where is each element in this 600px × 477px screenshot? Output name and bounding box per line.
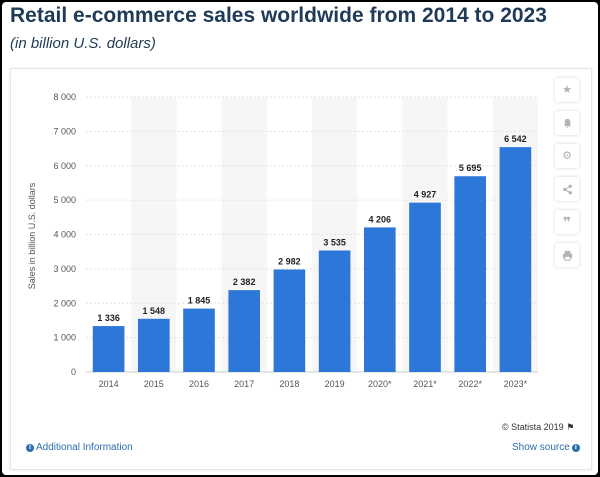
bar-value-label: 4 927 (414, 190, 437, 200)
x-tick-label: 2014 (99, 379, 119, 389)
bar-value-label: 6 542 (504, 134, 527, 144)
info-icon: i (571, 443, 580, 452)
x-tick-label: 2022* (458, 379, 482, 389)
x-tick-label: 2019 (325, 379, 345, 389)
bar-value-label: 4 206 (369, 214, 392, 224)
y-tick-label: 5 000 (53, 195, 76, 205)
bar[interactable] (228, 290, 261, 372)
bar-value-label: 1 548 (143, 306, 166, 316)
bar[interactable] (92, 326, 125, 372)
y-tick-label: 7 000 (53, 126, 76, 136)
x-tick-label: 2021* (413, 379, 437, 389)
statista-credit[interactable]: © Statista 2019 ⚑ (502, 422, 574, 433)
bar[interactable] (273, 269, 306, 372)
bar-value-label: 1 845 (188, 296, 211, 306)
bar[interactable] (363, 227, 396, 372)
info-icon: i (26, 443, 34, 452)
bar[interactable] (183, 308, 215, 372)
flag-icon: ⚑ (566, 422, 575, 432)
x-tick-label: 2015 (144, 379, 164, 389)
chart-toolbar: ★ ⚙ ❞ (555, 78, 581, 276)
bar[interactable] (499, 147, 532, 372)
bar[interactable] (409, 202, 441, 372)
bar[interactable] (454, 176, 487, 372)
x-tick-label: 2023* (504, 379, 528, 389)
y-tick-label: 6 000 (53, 161, 76, 171)
show-source-link[interactable]: Show source i (512, 442, 582, 453)
bars (92, 147, 532, 372)
print-icon[interactable] (555, 243, 579, 267)
star-icon[interactable]: ★ (555, 78, 579, 102)
x-tick-label: 2017 (234, 379, 254, 389)
chart-subtitle: (in billion U.S. dollars) (10, 35, 156, 52)
quote-icon[interactable]: ❞ (555, 210, 579, 234)
y-tick-label: 3 000 (53, 264, 76, 274)
y-tick-label: 0 (71, 367, 76, 377)
bar-value-label: 2 982 (278, 256, 301, 266)
additional-information-text: Additional Information (36, 442, 133, 453)
chart-title: Retail e-commerce sales worldwide from 2… (10, 4, 547, 27)
y-tick-label: 2 000 (53, 298, 76, 308)
bar-value-label: 1 336 (97, 313, 120, 323)
bar-value-label: 2 382 (233, 277, 256, 287)
show-source-text: Show source (512, 442, 570, 453)
x-tick-label: 2020* (368, 379, 392, 389)
y-tick-label: 1 000 (53, 333, 76, 343)
bar-value-label: 5 695 (459, 163, 482, 173)
bar[interactable] (137, 318, 170, 372)
y-tick-label: 8 000 (53, 92, 76, 102)
bell-icon[interactable] (555, 111, 579, 135)
x-tick-label: 2016 (189, 379, 209, 389)
credit-text: © Statista 2019 (502, 422, 564, 432)
y-tick-label: 4 000 (53, 230, 76, 240)
bar-value-label: 3 535 (323, 237, 346, 247)
gear-icon[interactable]: ⚙ (555, 144, 579, 168)
x-axis-ticks: 2014 2015 2016 2017 2018 2019 2020* 2021* 2022* 2… (99, 379, 528, 389)
value-labels: 1 336 1 548 1 845 2 382 2 982 3 535 4 206 4 927… (97, 134, 526, 323)
y-axis-label: Sales in billion U.S. dollars (27, 182, 37, 290)
share-icon[interactable] (555, 177, 579, 201)
y-axis-ticks: 0 1 000 2 000 3 000 4 000 5 000 6 000 7 000 8 00… (53, 92, 76, 377)
x-tick-label: 2018 (279, 379, 299, 389)
additional-information-link[interactable]: i Additional Information (24, 442, 133, 453)
bar[interactable] (318, 250, 351, 372)
